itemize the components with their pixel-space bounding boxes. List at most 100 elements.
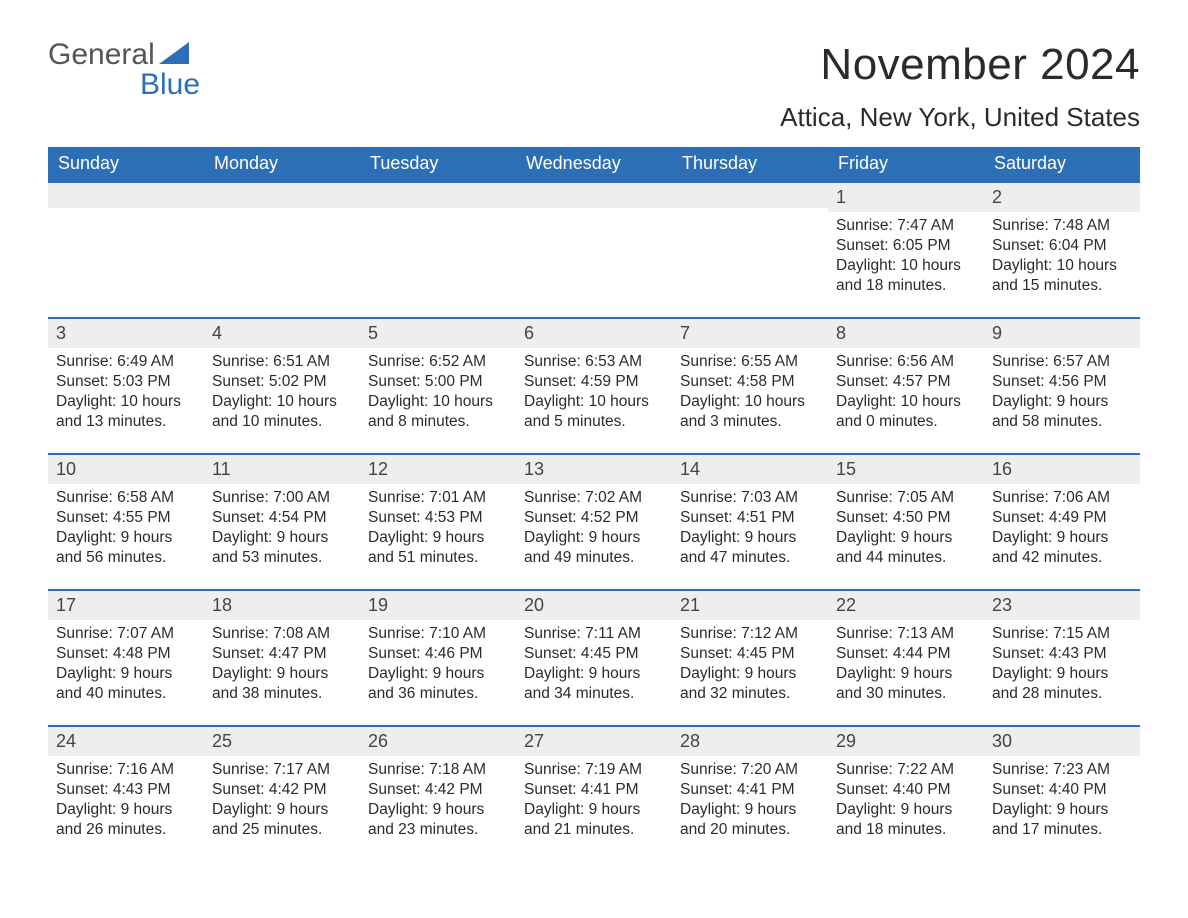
logo-word-1: General	[48, 40, 155, 70]
week-row: 24Sunrise: 7:16 AMSunset: 4:43 PMDayligh…	[48, 725, 1140, 853]
day-sunrise: Sunrise: 7:02 AM	[524, 488, 664, 508]
dow-tuesday: Tuesday	[360, 147, 516, 181]
day-sunrise: Sunrise: 7:13 AM	[836, 624, 976, 644]
day-cell: 18Sunrise: 7:08 AMSunset: 4:47 PMDayligh…	[204, 591, 360, 717]
day-sunset: Sunset: 4:41 PM	[524, 780, 664, 800]
day-cell: 6Sunrise: 6:53 AMSunset: 4:59 PMDaylight…	[516, 319, 672, 445]
day-daylight1: Daylight: 9 hours	[56, 664, 196, 684]
day-body: Sunrise: 7:18 AMSunset: 4:42 PMDaylight:…	[360, 756, 516, 839]
day-number: 11	[204, 455, 360, 484]
title-block: November 2024 Attica, New York, United S…	[780, 40, 1140, 133]
dow-sunday: Sunday	[48, 147, 204, 181]
day-daylight2: and 56 minutes.	[56, 548, 196, 568]
day-number	[48, 183, 204, 208]
day-sunrise: Sunrise: 7:01 AM	[368, 488, 508, 508]
day-sunset: Sunset: 4:43 PM	[992, 644, 1132, 664]
day-number	[360, 183, 516, 208]
day-sunrise: Sunrise: 7:17 AM	[212, 760, 352, 780]
day-of-week-header: SundayMondayTuesdayWednesdayThursdayFrid…	[48, 147, 1140, 181]
day-number: 6	[516, 319, 672, 348]
day-cell: 24Sunrise: 7:16 AMSunset: 4:43 PMDayligh…	[48, 727, 204, 853]
day-daylight2: and 49 minutes.	[524, 548, 664, 568]
day-cell: 15Sunrise: 7:05 AMSunset: 4:50 PMDayligh…	[828, 455, 984, 581]
day-body: Sunrise: 7:10 AMSunset: 4:46 PMDaylight:…	[360, 620, 516, 703]
day-sunset: Sunset: 4:54 PM	[212, 508, 352, 528]
day-sunset: Sunset: 4:41 PM	[680, 780, 820, 800]
day-daylight2: and 53 minutes.	[212, 548, 352, 568]
day-sunset: Sunset: 4:43 PM	[56, 780, 196, 800]
day-cell-empty	[204, 183, 360, 309]
day-daylight2: and 40 minutes.	[56, 684, 196, 704]
page-title: November 2024	[780, 40, 1140, 90]
day-number: 10	[48, 455, 204, 484]
day-daylight2: and 42 minutes.	[992, 548, 1132, 568]
day-daylight2: and 51 minutes.	[368, 548, 508, 568]
day-cell-empty	[516, 183, 672, 309]
day-cell: 26Sunrise: 7:18 AMSunset: 4:42 PMDayligh…	[360, 727, 516, 853]
day-number: 13	[516, 455, 672, 484]
week-row: 1Sunrise: 7:47 AMSunset: 6:05 PMDaylight…	[48, 181, 1140, 309]
day-cell-empty	[672, 183, 828, 309]
day-sunrise: Sunrise: 7:10 AM	[368, 624, 508, 644]
day-body: Sunrise: 7:07 AMSunset: 4:48 PMDaylight:…	[48, 620, 204, 703]
sail-icon	[159, 40, 189, 70]
day-daylight1: Daylight: 10 hours	[212, 392, 352, 412]
day-sunrise: Sunrise: 7:19 AM	[524, 760, 664, 780]
day-sunset: Sunset: 4:52 PM	[524, 508, 664, 528]
day-daylight1: Daylight: 9 hours	[212, 664, 352, 684]
day-sunset: Sunset: 4:42 PM	[368, 780, 508, 800]
day-sunrise: Sunrise: 7:48 AM	[992, 216, 1132, 236]
location-subtitle: Attica, New York, United States	[780, 102, 1140, 133]
day-number: 21	[672, 591, 828, 620]
day-cell: 4Sunrise: 6:51 AMSunset: 5:02 PMDaylight…	[204, 319, 360, 445]
day-sunset: Sunset: 4:42 PM	[212, 780, 352, 800]
day-body: Sunrise: 7:03 AMSunset: 4:51 PMDaylight:…	[672, 484, 828, 567]
day-number: 17	[48, 591, 204, 620]
day-sunrise: Sunrise: 7:00 AM	[212, 488, 352, 508]
day-daylight2: and 25 minutes.	[212, 820, 352, 840]
header: General Blue November 2024 Attica, New Y…	[48, 40, 1140, 133]
day-number: 28	[672, 727, 828, 756]
day-sunset: Sunset: 4:56 PM	[992, 372, 1132, 392]
day-sunset: Sunset: 4:47 PM	[212, 644, 352, 664]
day-daylight1: Daylight: 9 hours	[680, 664, 820, 684]
week-row: 10Sunrise: 6:58 AMSunset: 4:55 PMDayligh…	[48, 453, 1140, 581]
day-daylight2: and 20 minutes.	[680, 820, 820, 840]
calendar: SundayMondayTuesdayWednesdayThursdayFrid…	[48, 147, 1140, 853]
day-body: Sunrise: 7:20 AMSunset: 4:41 PMDaylight:…	[672, 756, 828, 839]
day-sunset: Sunset: 4:45 PM	[524, 644, 664, 664]
week-row: 3Sunrise: 6:49 AMSunset: 5:03 PMDaylight…	[48, 317, 1140, 445]
day-daylight2: and 30 minutes.	[836, 684, 976, 704]
day-body: Sunrise: 7:05 AMSunset: 4:50 PMDaylight:…	[828, 484, 984, 567]
day-daylight1: Daylight: 10 hours	[56, 392, 196, 412]
day-body: Sunrise: 7:13 AMSunset: 4:44 PMDaylight:…	[828, 620, 984, 703]
day-sunrise: Sunrise: 6:57 AM	[992, 352, 1132, 372]
day-sunrise: Sunrise: 7:47 AM	[836, 216, 976, 236]
day-daylight1: Daylight: 9 hours	[836, 528, 976, 548]
day-daylight1: Daylight: 9 hours	[56, 800, 196, 820]
day-body: Sunrise: 7:48 AMSunset: 6:04 PMDaylight:…	[984, 212, 1140, 295]
day-sunrise: Sunrise: 7:22 AM	[836, 760, 976, 780]
logo-word-2: Blue	[140, 70, 200, 100]
day-sunrise: Sunrise: 7:11 AM	[524, 624, 664, 644]
day-daylight2: and 28 minutes.	[992, 684, 1132, 704]
day-number: 24	[48, 727, 204, 756]
day-sunset: Sunset: 5:00 PM	[368, 372, 508, 392]
day-daylight2: and 32 minutes.	[680, 684, 820, 704]
day-daylight1: Daylight: 9 hours	[680, 528, 820, 548]
day-sunrise: Sunrise: 7:18 AM	[368, 760, 508, 780]
day-daylight1: Daylight: 9 hours	[680, 800, 820, 820]
day-sunrise: Sunrise: 7:05 AM	[836, 488, 976, 508]
day-sunrise: Sunrise: 6:56 AM	[836, 352, 976, 372]
day-body: Sunrise: 6:58 AMSunset: 4:55 PMDaylight:…	[48, 484, 204, 567]
day-sunset: Sunset: 6:05 PM	[836, 236, 976, 256]
day-daylight2: and 58 minutes.	[992, 412, 1132, 432]
day-sunset: Sunset: 4:46 PM	[368, 644, 508, 664]
day-body: Sunrise: 7:19 AMSunset: 4:41 PMDaylight:…	[516, 756, 672, 839]
week-row: 17Sunrise: 7:07 AMSunset: 4:48 PMDayligh…	[48, 589, 1140, 717]
day-number: 23	[984, 591, 1140, 620]
day-daylight2: and 44 minutes.	[836, 548, 976, 568]
day-daylight1: Daylight: 9 hours	[212, 800, 352, 820]
day-daylight2: and 10 minutes.	[212, 412, 352, 432]
day-daylight1: Daylight: 9 hours	[212, 528, 352, 548]
